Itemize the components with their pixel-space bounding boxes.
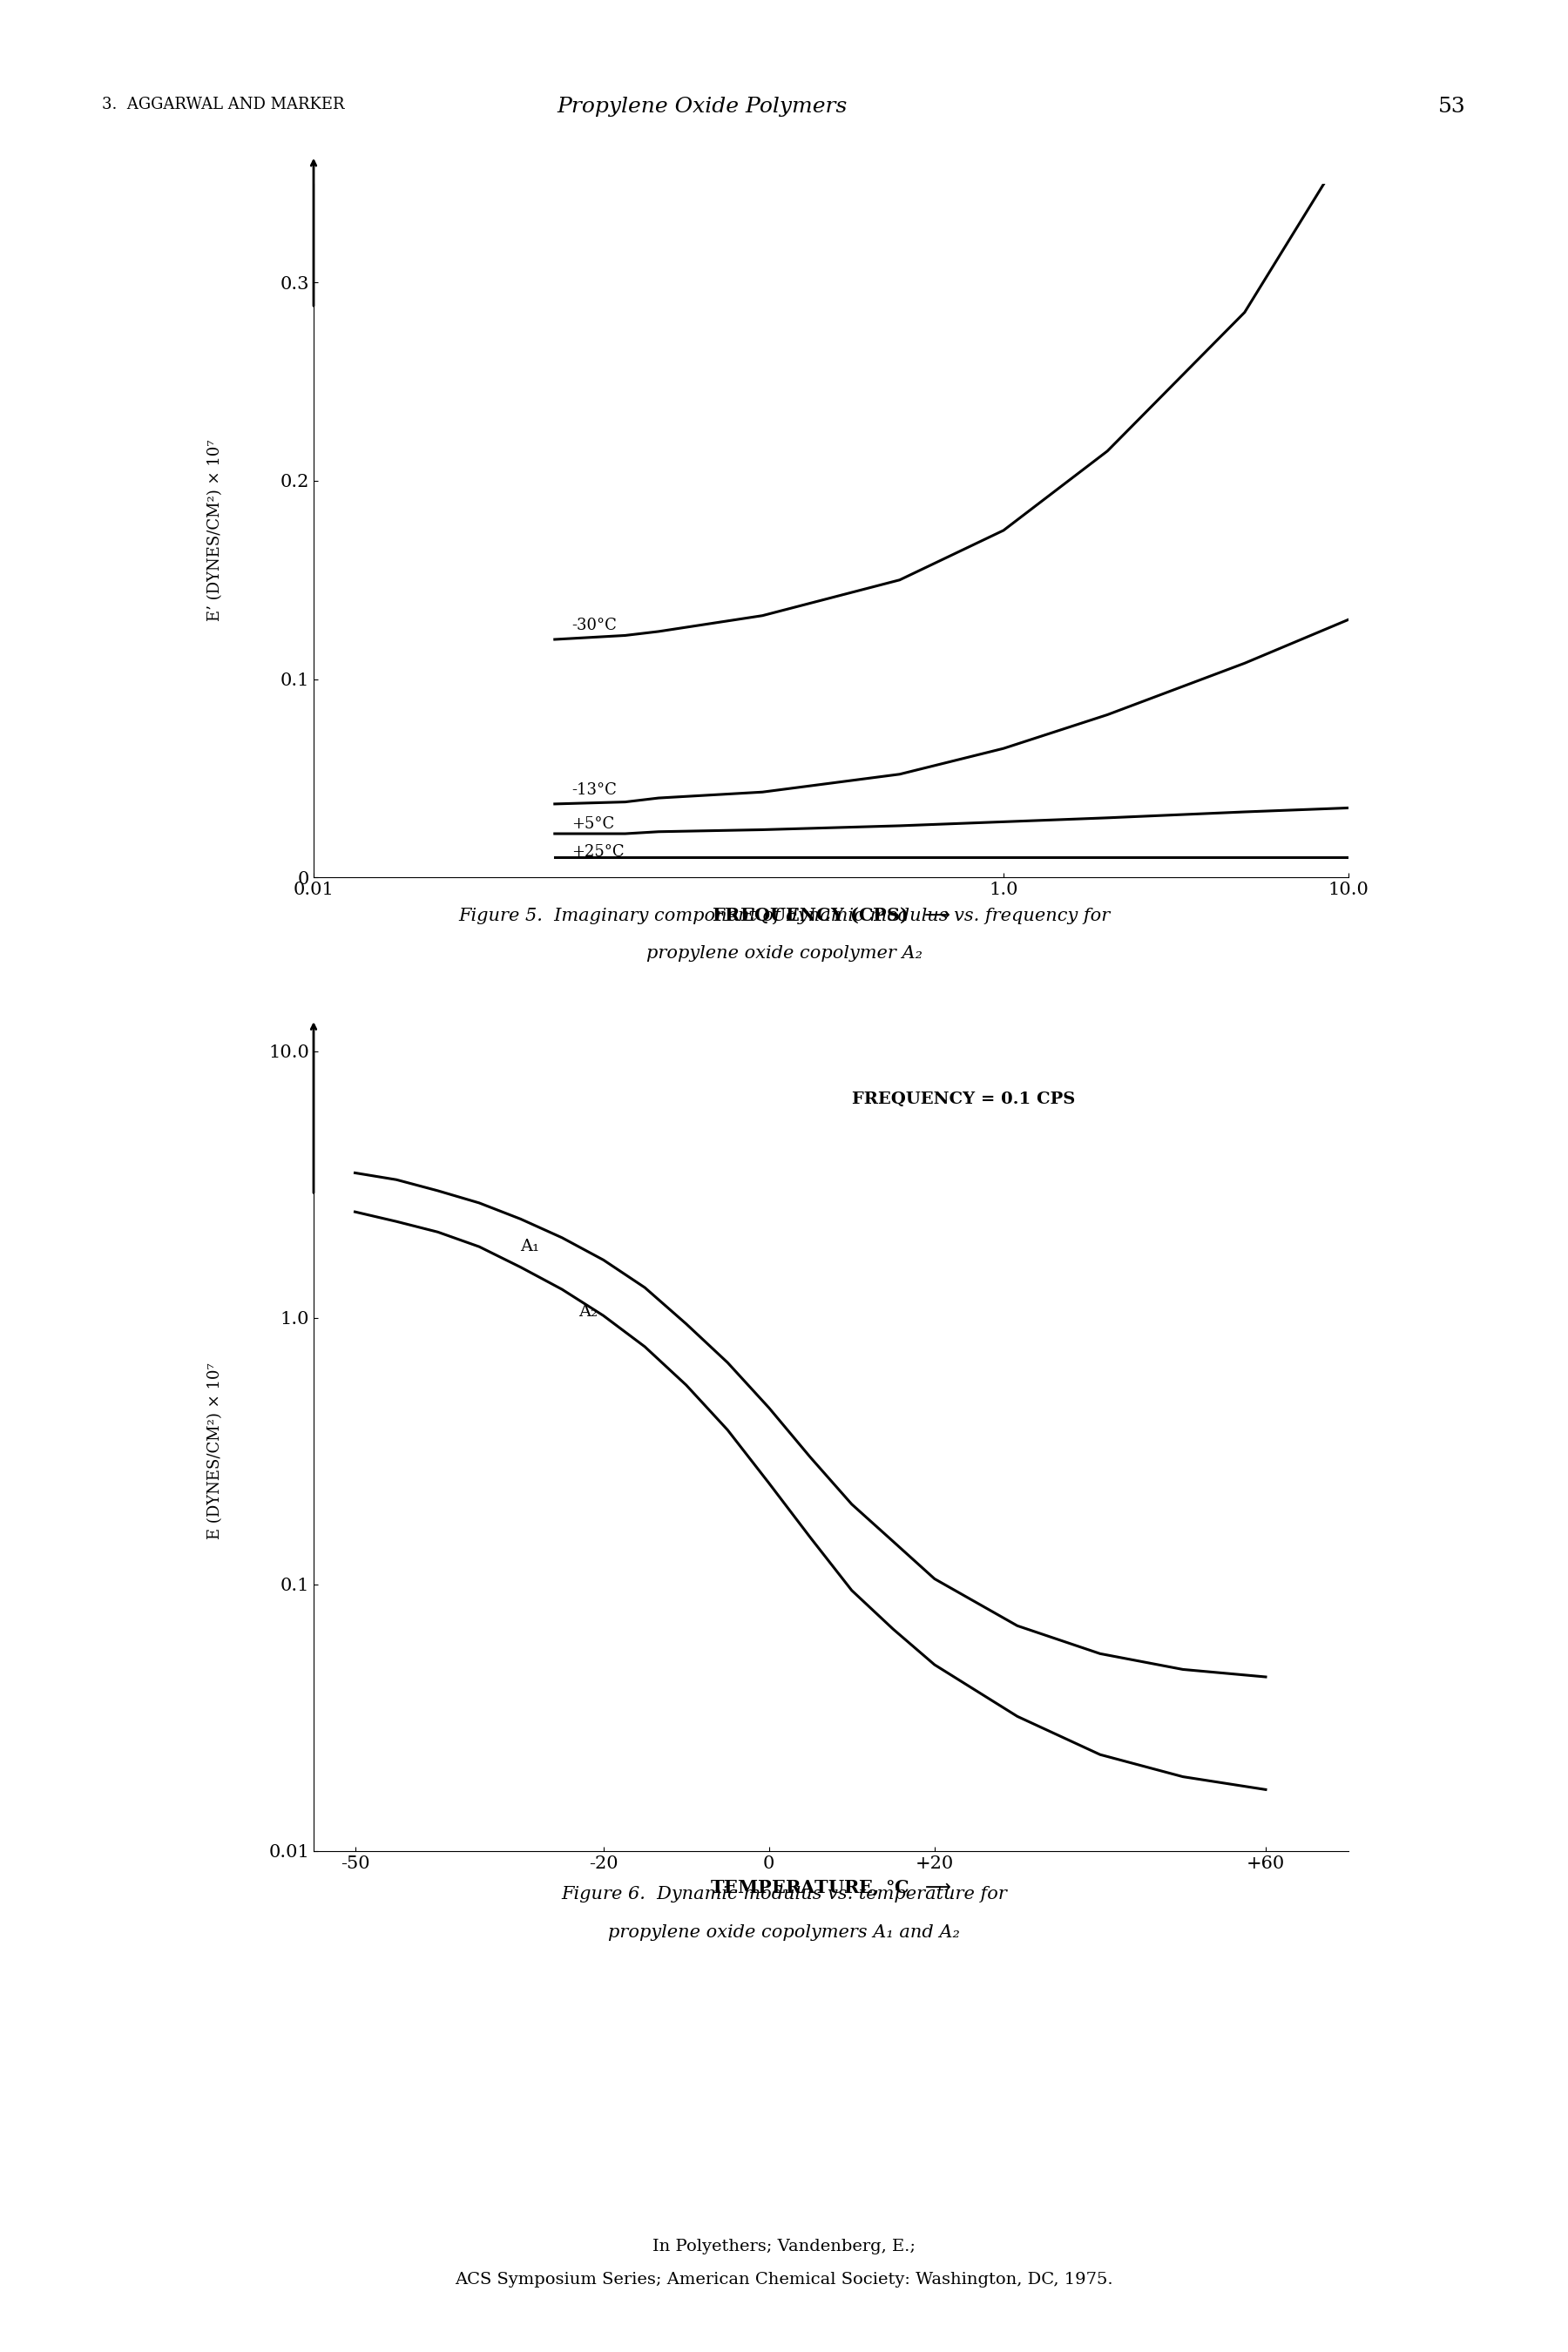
Text: FREQUENCY = 0.1 CPS: FREQUENCY = 0.1 CPS	[851, 1091, 1076, 1108]
Text: In Polyethers; Vandenberg, E.;: In Polyethers; Vandenberg, E.;	[652, 2239, 916, 2256]
Text: +5°C: +5°C	[572, 816, 615, 833]
Text: -30°C: -30°C	[572, 619, 616, 633]
Text: Figure 6.  Dynamic modulus vs. temperature for: Figure 6. Dynamic modulus vs. temperatur…	[561, 1886, 1007, 1903]
Text: 3.  AGGARWAL AND MARKER: 3. AGGARWAL AND MARKER	[102, 96, 345, 113]
Text: +25°C: +25°C	[572, 844, 624, 858]
Text: propylene oxide copolymer A₂: propylene oxide copolymer A₂	[646, 946, 922, 962]
Text: -13°C: -13°C	[572, 783, 616, 797]
Text: A₂: A₂	[579, 1305, 597, 1319]
Text: 53: 53	[1438, 96, 1466, 118]
Text: E’ (DYNES/CM²) × 10⁷: E’ (DYNES/CM²) × 10⁷	[207, 440, 223, 621]
Text: E (DYNES/CM²) × 10⁷: E (DYNES/CM²) × 10⁷	[207, 1362, 223, 1541]
Text: Figure 5.  Imaginary component of dynamic modulus vs. frequency for: Figure 5. Imaginary component of dynamic…	[458, 908, 1110, 924]
X-axis label: TEMPERATURE, °C  $\longrightarrow$: TEMPERATURE, °C $\longrightarrow$	[710, 1879, 952, 1898]
Text: A₁: A₁	[521, 1240, 539, 1254]
Text: Propylene Oxide Polymers: Propylene Oxide Polymers	[557, 96, 847, 118]
Text: ACS Symposium Series; American Chemical Society: Washington, DC, 1975.: ACS Symposium Series; American Chemical …	[455, 2272, 1113, 2288]
X-axis label: FREQUENCY (CPS)  $\longrightarrow$: FREQUENCY (CPS) $\longrightarrow$	[712, 906, 950, 924]
Text: propylene oxide copolymers A₁ and A₂: propylene oxide copolymers A₁ and A₂	[608, 1924, 960, 1940]
